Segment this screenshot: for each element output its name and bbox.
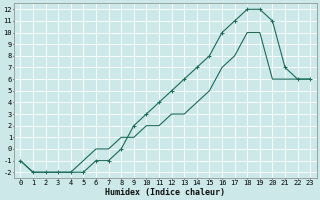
X-axis label: Humidex (Indice chaleur): Humidex (Indice chaleur) <box>105 188 225 197</box>
